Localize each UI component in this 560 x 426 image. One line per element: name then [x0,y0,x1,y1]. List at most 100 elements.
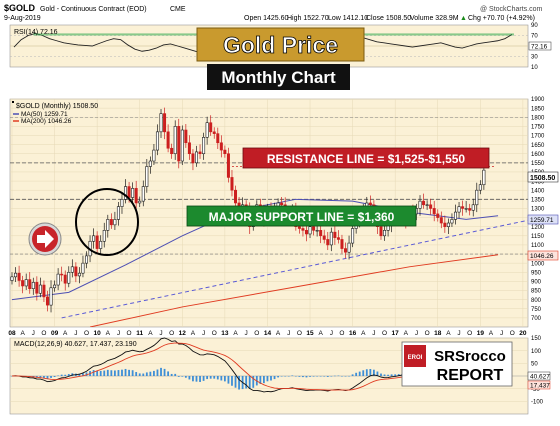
macd-bar [149,371,152,376]
x-tick-label: J [32,330,35,337]
x-tick-label: J [202,330,205,337]
macd-bar [277,376,279,378]
macd-bar [153,370,155,376]
x-tick-label: J [330,330,333,337]
x-tick-label: 09 [51,330,59,337]
macd-bar [50,376,52,378]
x-tick-label: J [74,330,77,337]
macd-bar [294,376,297,377]
logo-name-top: SRSrocco [434,348,506,365]
x-tick-label: O [254,330,259,337]
rsi-tick-label: 10 [531,65,538,71]
macd-bar [337,375,340,377]
macd-bar [110,370,113,376]
macd-bar [131,370,134,376]
candle [230,169,234,197]
x-tick-label: O [425,330,430,337]
macd-bar [319,376,322,377]
macd-bar [291,375,294,376]
candle [81,255,85,278]
rsi-title: RSI(14) 72.16 [14,29,58,36]
candle [194,145,198,167]
macd-bar [135,372,138,376]
macd-bar [266,376,269,382]
last-price-label: 1508.50 [530,175,555,182]
macd-bar [305,376,308,378]
candle [24,273,28,290]
candle [95,231,99,253]
candle [141,180,145,207]
resistance-banner [242,147,490,169]
candle [443,215,447,233]
macd-bar [234,376,237,388]
x-tick-label: 20 [519,330,527,337]
candle [351,223,355,248]
candle [138,196,142,207]
macd-value-2: 17.437 [530,383,550,390]
candle [35,276,39,301]
macd-bar [302,376,304,378]
macd-bar [177,376,180,377]
macd-bar [103,370,106,376]
macd-bar [376,371,379,376]
macd-bar [124,368,127,376]
macd-bar [121,369,123,376]
macd-tick-label: 100 [531,349,542,355]
candle [184,123,188,148]
macd-bar [199,376,201,382]
macd-bar [387,374,389,376]
macd-bar [309,376,311,377]
candle [170,143,174,159]
uptrend-line [61,219,528,319]
macd-bar [78,373,81,376]
macd-bar [369,369,372,376]
x-tick-label: A [404,330,409,337]
subtitle-banner [207,64,350,90]
macd-bar [113,370,116,376]
candle [152,144,156,166]
y-tick-label: 1650 [531,143,545,149]
x-tick-label: J [159,330,162,337]
rsi-last-box [528,41,552,51]
candle [191,149,195,171]
candle [212,127,216,139]
y-tick-label: 1750 [531,125,545,131]
rsi-tick-label: 90 [531,23,538,29]
y-tick-label: 1100 [531,243,545,249]
macd-bar [192,376,194,382]
macd-bar [231,376,233,386]
contract-name: Gold - Continuous Contract (EOD) [40,6,147,13]
candle [145,159,149,193]
macd-bar [358,371,361,376]
candle [124,179,128,204]
x-tick-label: J [287,330,290,337]
candle [42,280,46,303]
y-tick-label: 1900 [531,97,545,103]
y-tick-label: 1700 [531,134,545,140]
title-text: Gold Price [223,32,338,58]
x-tick-label: O [297,330,302,337]
x-tick-label: A [20,330,25,337]
rsi-tick-label: 70 [531,34,538,40]
candle [102,222,106,248]
x-tick-label: A [318,330,323,337]
macd-bar [138,373,141,376]
candle [475,182,479,213]
x-tick-label: O [169,330,174,337]
candle [198,144,202,159]
macd-bar [252,376,255,388]
x-tick-label: O [127,330,132,337]
x-tick-label: 11 [136,330,143,337]
macd-bar [202,376,205,381]
macd-value-1: 40.627 [530,374,550,381]
macd-bar [53,376,56,378]
candle [468,203,472,216]
x-tick-label: O [212,330,217,337]
macd-bar [181,376,184,377]
candle [10,272,14,285]
macd-bar [96,370,99,376]
macd-bar [372,369,375,376]
macd-bar [128,369,130,376]
candle [344,242,348,259]
last-price-box [527,171,559,183]
